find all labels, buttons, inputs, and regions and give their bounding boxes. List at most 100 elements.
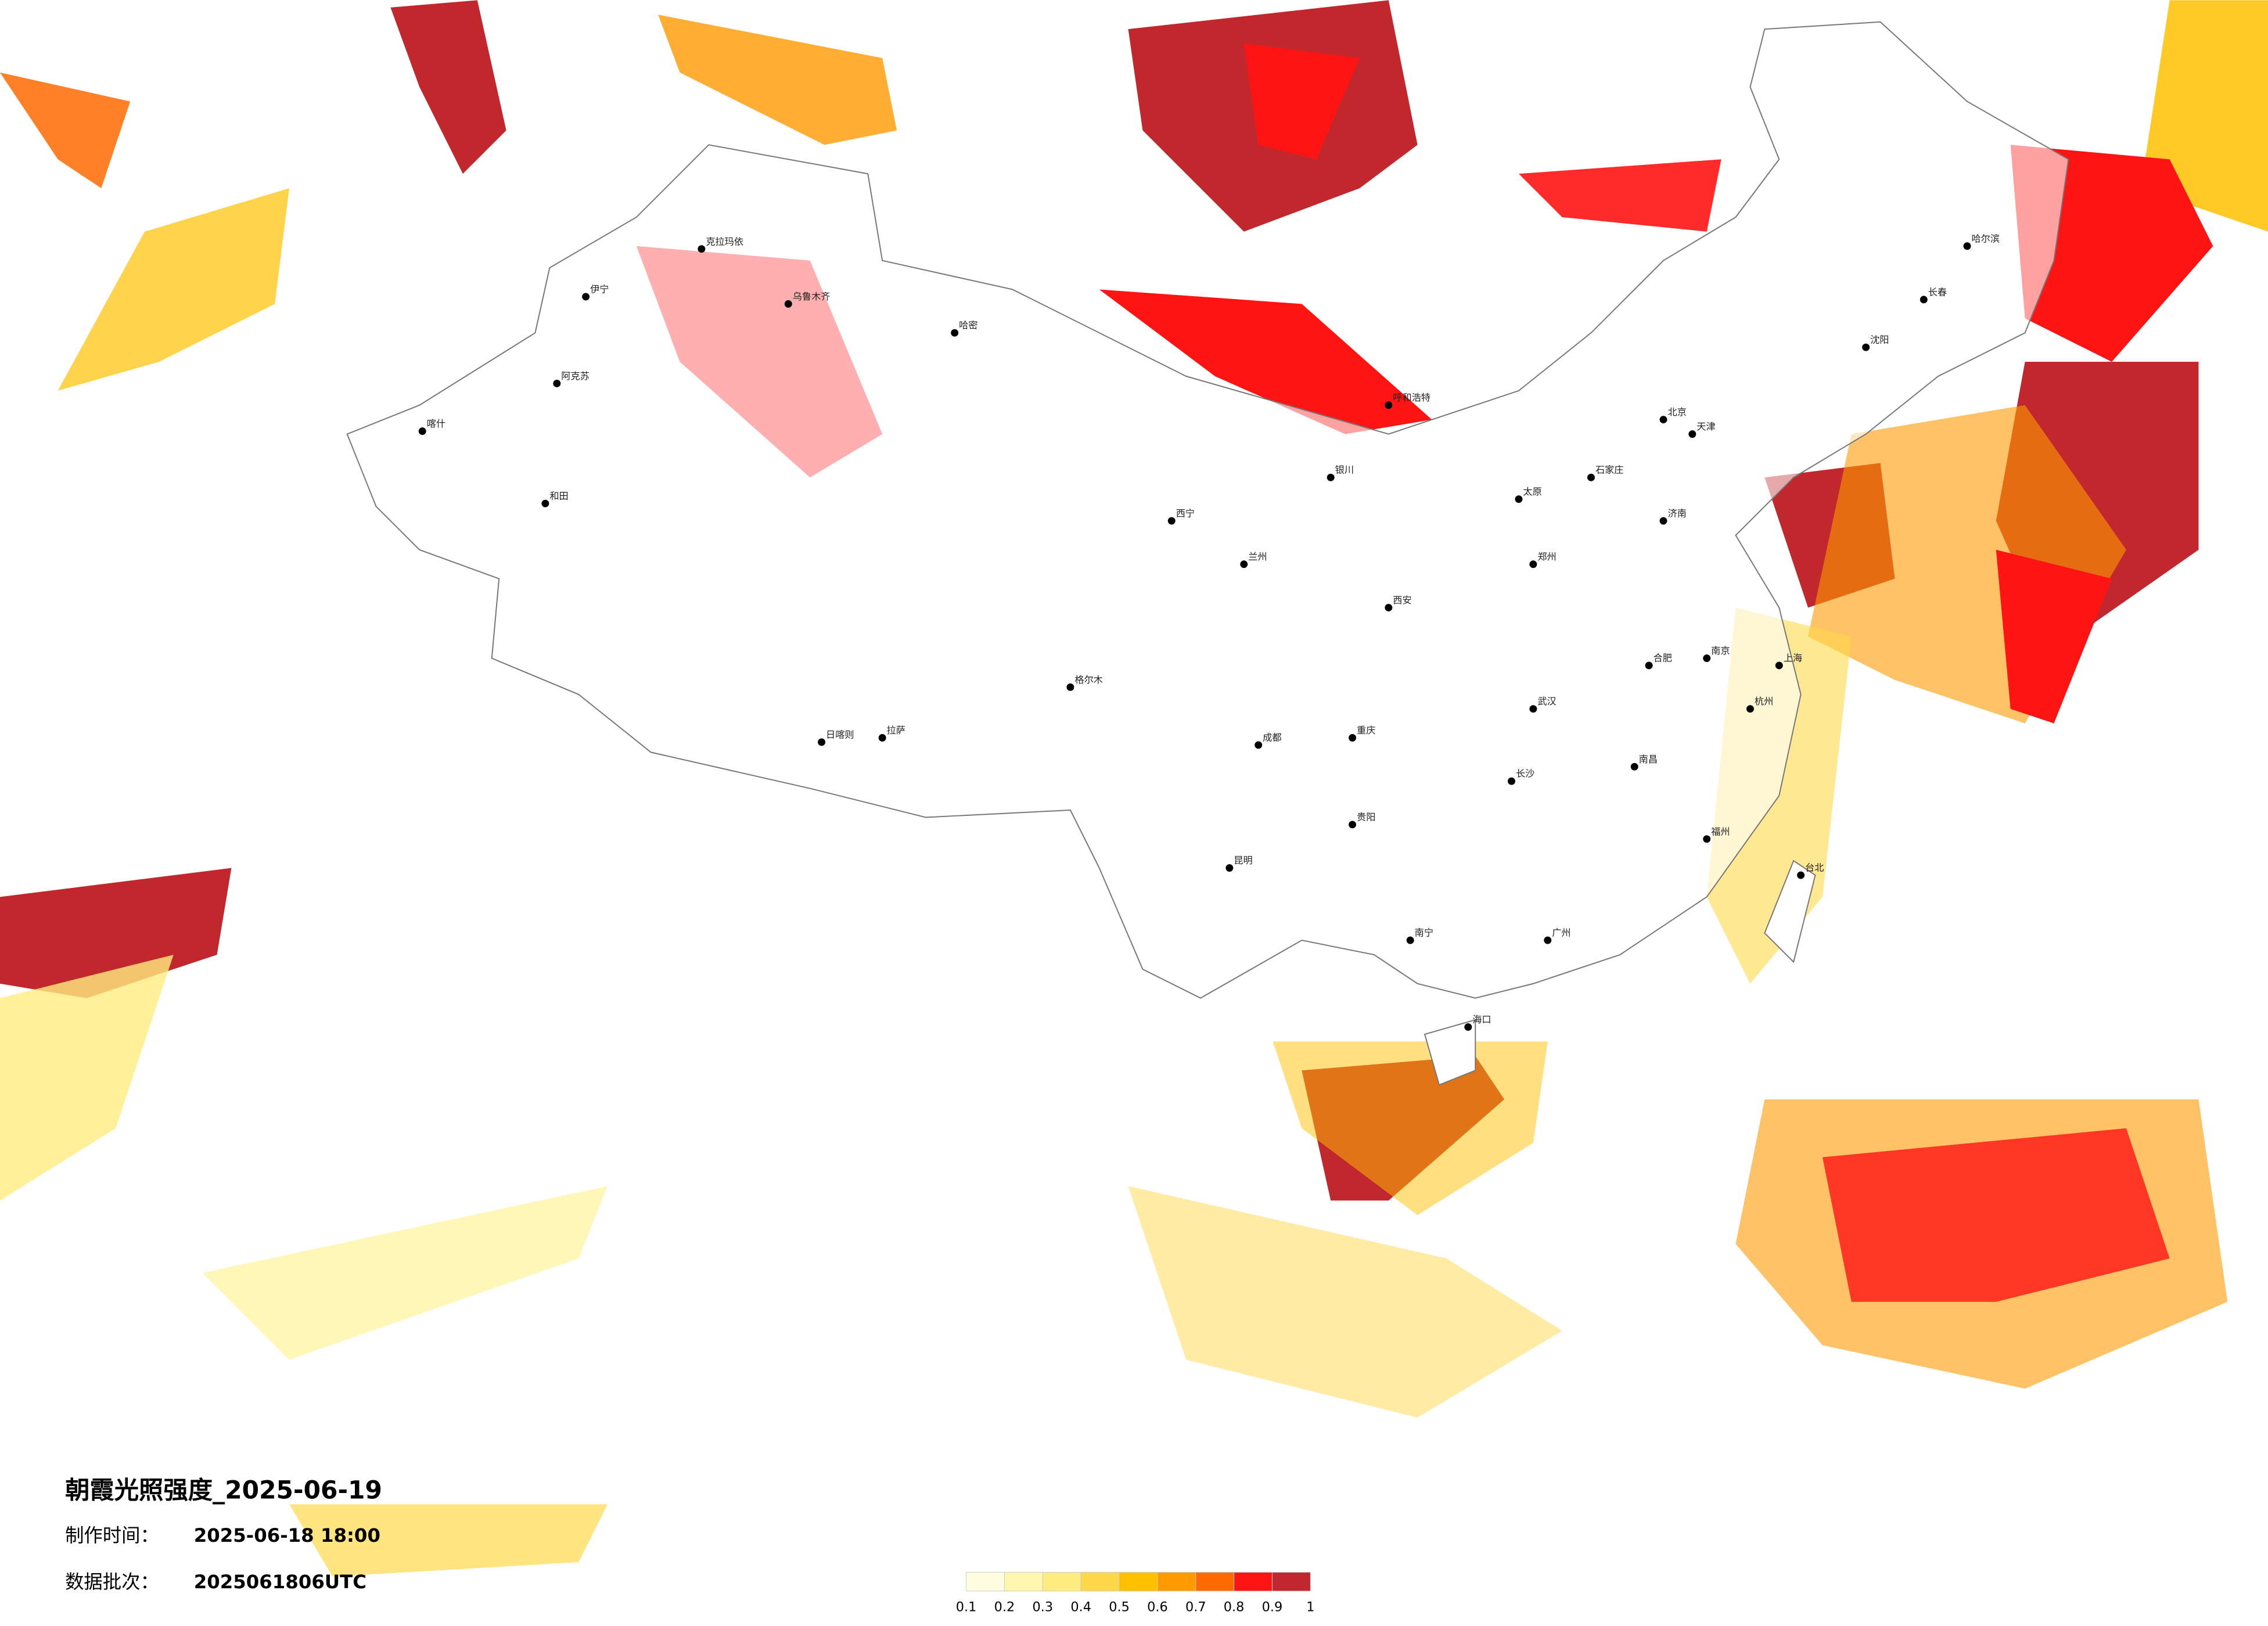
legend-tick-label: 0.7	[1185, 1600, 1206, 1615]
city-label: 贵阳	[1357, 811, 1375, 822]
legend: 0.1 0.2 0.3 0.4 0.5 0.6 0.7 0.8 0.9 1	[956, 1571, 1314, 1615]
city-label: 格尔木	[1074, 674, 1103, 685]
legend-swatch	[1195, 1571, 1235, 1592]
city-label: 杭州	[1755, 696, 1773, 707]
hainan	[1424, 1019, 1476, 1086]
city-dot	[1508, 777, 1515, 785]
legend-tick-label: 0.4	[1070, 1600, 1091, 1615]
city-dot	[1327, 473, 1335, 481]
city-label: 南京	[1711, 645, 1730, 656]
city-dot	[1385, 603, 1393, 611]
city-dot	[1659, 517, 1667, 525]
taiwan	[1764, 859, 1816, 963]
city-dot	[1240, 560, 1248, 569]
city-dot	[1630, 762, 1638, 771]
city-label: 日喀则	[826, 729, 854, 740]
city-label: 成都	[1263, 732, 1281, 743]
city-dot	[582, 293, 590, 301]
city-label: 兰州	[1248, 551, 1267, 562]
city-label: 南昌	[1639, 754, 1658, 765]
city-label: 广州	[1552, 927, 1570, 938]
city-label: 喀什	[427, 418, 445, 429]
made-time: 2025-06-18 18:00	[194, 1524, 380, 1546]
legend-swatch	[1157, 1571, 1196, 1592]
legend-swatch	[966, 1571, 1005, 1592]
city-label: 福州	[1711, 826, 1730, 837]
city-label: 重庆	[1357, 725, 1375, 736]
city-dot	[1645, 661, 1653, 670]
city-label: 上海	[1784, 653, 1802, 664]
city-dot	[818, 738, 826, 746]
city-label: 郑州	[1537, 551, 1556, 562]
city-label: 沈阳	[1870, 334, 1889, 346]
legend-swatch	[1234, 1571, 1273, 1592]
city-label: 长春	[1928, 286, 1947, 297]
legend-tick-label: 0.8	[1224, 1600, 1245, 1615]
city-label: 西安	[1393, 595, 1411, 606]
city-label: 石家庄	[1595, 465, 1624, 476]
city-dot	[1775, 661, 1783, 670]
city-label: 长沙	[1516, 768, 1534, 779]
legend-tick-label: 0.9	[1262, 1600, 1283, 1615]
city-dot	[1515, 495, 1523, 503]
city-dot	[418, 427, 426, 436]
city-dot	[553, 379, 561, 387]
city-dot	[1797, 871, 1805, 879]
city-label: 济南	[1667, 508, 1686, 519]
city-dot	[1703, 835, 1711, 843]
city-label: 台北	[1805, 862, 1824, 873]
legend-swatch	[1004, 1571, 1043, 1592]
city-label: 西宁	[1176, 508, 1195, 519]
city-dot	[1225, 864, 1234, 872]
legend-tick-label: 0.5	[1109, 1600, 1130, 1615]
city-label: 拉萨	[887, 725, 905, 736]
city-label: 呼和浩特	[1393, 392, 1430, 403]
city-label: 阿克苏	[561, 370, 590, 382]
city-dot	[878, 734, 886, 742]
city-dot	[698, 245, 706, 253]
city-label: 北京	[1667, 406, 1686, 418]
city-dot	[1066, 683, 1074, 691]
city-dot	[1406, 936, 1414, 944]
city-dot	[1703, 654, 1711, 662]
batch-label: 数据批次：	[65, 1571, 159, 1593]
map-title: 朝霞光照强度_2025-06-19	[65, 1476, 382, 1504]
city-label: 武汉	[1537, 696, 1556, 707]
city-dot	[1385, 401, 1393, 409]
city-dot	[1255, 741, 1263, 749]
city-dot	[951, 329, 959, 337]
city-label: 克拉玛依	[706, 236, 743, 247]
city-dot	[1746, 705, 1754, 713]
city-dot	[1963, 242, 1971, 250]
legend-swatch	[1119, 1571, 1158, 1592]
city-label: 合肥	[1654, 653, 1672, 664]
city-label: 哈密	[959, 320, 977, 331]
city-label: 海口	[1472, 1014, 1491, 1025]
city-dot	[1544, 936, 1552, 944]
city-label: 伊宁	[590, 283, 609, 294]
city-dot	[1529, 705, 1537, 713]
city-dot	[1587, 473, 1595, 481]
city-dot	[1167, 517, 1176, 525]
city-dot	[541, 499, 549, 508]
city-dot	[1349, 821, 1357, 829]
legend-swatch	[1271, 1571, 1311, 1592]
city-dot	[1688, 430, 1696, 438]
china-outline	[346, 21, 2069, 999]
legend-swatch	[1042, 1571, 1081, 1592]
city-label: 昆明	[1234, 855, 1252, 866]
city-dot	[1862, 343, 1870, 351]
city-label: 哈尔滨	[1971, 233, 2000, 244]
city-dot	[1920, 296, 1928, 304]
city-label: 太原	[1523, 486, 1541, 497]
city-label: 银川	[1335, 465, 1354, 476]
batch: 2025061806UTC	[194, 1571, 366, 1593]
legend-swatch	[1080, 1571, 1120, 1592]
legend-tick-label: 0.2	[994, 1600, 1015, 1615]
legend-tick-label: 0.3	[1033, 1600, 1054, 1615]
city-dot	[1349, 734, 1357, 742]
made-label: 制作时间：	[65, 1524, 159, 1546]
legend-tick-label: 0.6	[1147, 1600, 1168, 1615]
